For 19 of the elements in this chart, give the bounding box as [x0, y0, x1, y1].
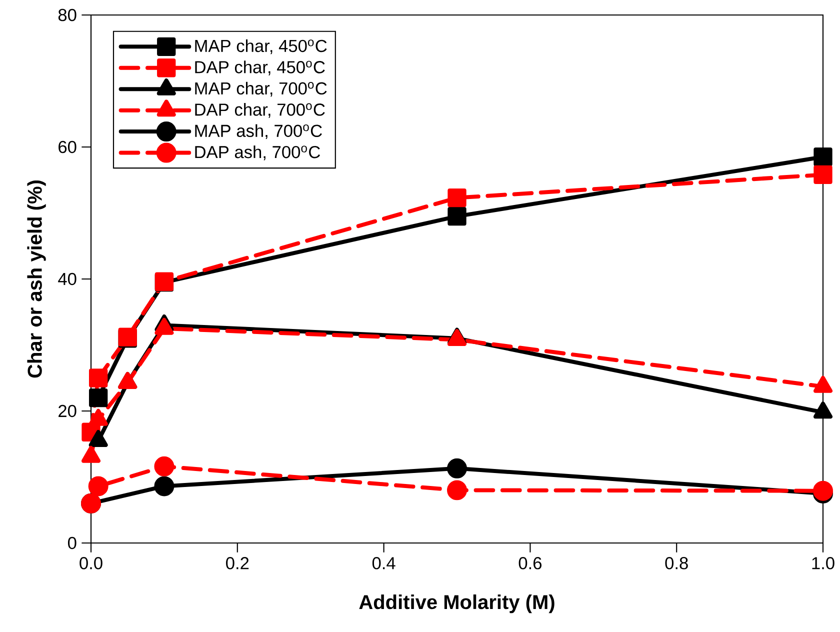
x-axis-title: Additive Molarity (M) [359, 594, 554, 614]
y-tick-label: 60 [58, 140, 76, 154]
y-tick-label: 0 [68, 536, 76, 550]
legend-label: DAP char, 450$^{o}$C [195, 60, 325, 76]
legend-label: DAP char, 700$^{o}$C [195, 103, 325, 118]
y-axis-title: Char or ash yield (%) [27, 180, 46, 378]
legend-label: MAP char, 700$^{o}$C [195, 82, 327, 97]
x-tick-label: 0.2 [226, 557, 249, 570]
y-tick-label: 20 [58, 404, 76, 418]
legend-label: MAP ash, 700$^{o}$C [195, 124, 322, 140]
legend-label: MAP char, 450$^{o}$C [195, 39, 327, 54]
legend-label: DAP ash, 700$^{o}$C [195, 145, 320, 160]
y-tick-label: 80 [58, 8, 76, 22]
x-tick-label: 1.0 [812, 557, 834, 570]
x-tick-label: 0.4 [372, 557, 396, 570]
x-tick-label: 0.6 [518, 557, 542, 570]
x-tick-label: 0.0 [80, 557, 102, 570]
x-tick-label: 0.8 [665, 557, 688, 570]
y-tick-label: 40 [58, 272, 76, 286]
